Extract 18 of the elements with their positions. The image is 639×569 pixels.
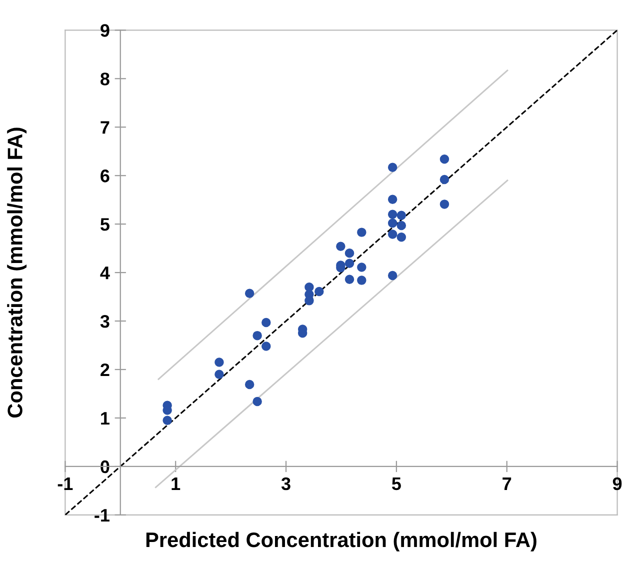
- x-tick-label: -1: [58, 478, 73, 490]
- y-tick-label: 8: [100, 72, 110, 86]
- x-tick-label: 7: [502, 478, 512, 490]
- y-tick-label: 6: [100, 170, 110, 182]
- y-tick-label: 7: [100, 121, 110, 134]
- y-tick-label: 5: [100, 218, 110, 231]
- x-tick-label: 1: [172, 478, 180, 490]
- x-tick-label: 9: [612, 477, 622, 490]
- x-tick-label: 3: [281, 477, 290, 490]
- y-tick-label: 3: [100, 314, 110, 328]
- x-tick-label: 5: [392, 478, 401, 490]
- y-tick-label: 1: [101, 412, 110, 425]
- y-tick-label: 2: [100, 363, 110, 376]
- y-tick-label: 4: [100, 266, 110, 280]
- y-tick-label: -1: [94, 509, 110, 522]
- y-tick-label: 9: [100, 24, 110, 37]
- x-axis-title: Predicted Concentration (mmol/mol FA): [146, 532, 536, 552]
- y-axis-title: Concentration (mmol/mol FA): [7, 128, 27, 418]
